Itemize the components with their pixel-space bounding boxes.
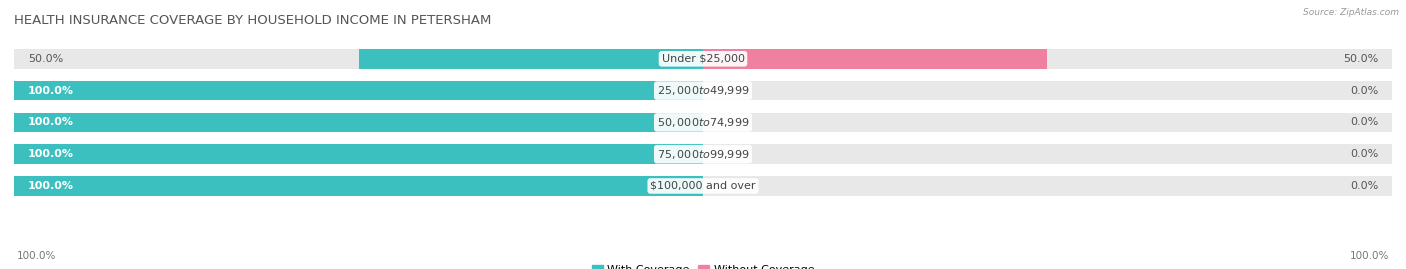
- Text: $75,000 to $99,999: $75,000 to $99,999: [657, 148, 749, 161]
- Text: 0.0%: 0.0%: [1350, 181, 1378, 191]
- Text: 100.0%: 100.0%: [28, 181, 75, 191]
- Bar: [14, 144, 1392, 164]
- Text: $50,000 to $74,999: $50,000 to $74,999: [657, 116, 749, 129]
- Text: Source: ZipAtlas.com: Source: ZipAtlas.com: [1303, 8, 1399, 17]
- Bar: [14, 112, 1392, 132]
- Bar: [359, 49, 703, 69]
- Bar: [14, 176, 1392, 196]
- Text: 0.0%: 0.0%: [1350, 149, 1378, 159]
- Bar: [703, 49, 1047, 69]
- Text: 50.0%: 50.0%: [1343, 54, 1378, 64]
- Text: 0.0%: 0.0%: [1350, 86, 1378, 95]
- Text: $25,000 to $49,999: $25,000 to $49,999: [657, 84, 749, 97]
- Text: HEALTH INSURANCE COVERAGE BY HOUSEHOLD INCOME IN PETERSHAM: HEALTH INSURANCE COVERAGE BY HOUSEHOLD I…: [14, 14, 492, 27]
- Text: 0.0%: 0.0%: [1350, 117, 1378, 128]
- Bar: [14, 112, 703, 132]
- Legend: With Coverage, Without Coverage: With Coverage, Without Coverage: [589, 263, 817, 269]
- Bar: [14, 144, 703, 164]
- Bar: [14, 81, 703, 100]
- Text: 100.0%: 100.0%: [28, 86, 75, 95]
- Text: $100,000 and over: $100,000 and over: [650, 181, 756, 191]
- Text: 100.0%: 100.0%: [28, 149, 75, 159]
- Bar: [14, 49, 1392, 69]
- Text: 100.0%: 100.0%: [28, 117, 75, 128]
- Text: 50.0%: 50.0%: [28, 54, 63, 64]
- Bar: [14, 176, 703, 196]
- Bar: [14, 81, 1392, 100]
- Text: Under $25,000: Under $25,000: [661, 54, 745, 64]
- Text: 100.0%: 100.0%: [17, 251, 56, 261]
- Text: 100.0%: 100.0%: [1350, 251, 1389, 261]
